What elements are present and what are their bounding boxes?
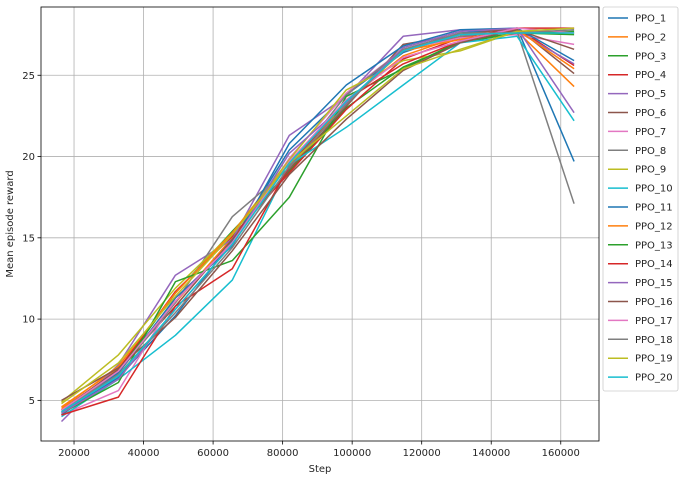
grid [41,7,599,441]
series-line-ppo-9 [61,30,575,403]
legend-label: PPO_10 [635,184,673,195]
x-axis-label: Step [309,464,332,475]
legend-label: PPO_6 [635,108,666,119]
legend-label: PPO_7 [635,127,666,138]
legend-label: PPO_5 [635,89,666,100]
x-tick-label: 140000 [472,448,510,459]
plot-frame [40,6,600,442]
legend: PPO_1 PPO_2 PPO_3 PPO_4 PPO_5 PPO_6 PPO_7 PPO_8… [602,6,679,392]
legend-label: PPO_15 [635,278,673,289]
legend-label: PPO_17 [635,316,673,327]
legend-label: PPO_14 [635,259,673,270]
legend-label: PPO_9 [635,165,666,176]
x-tick-label: 100000 [333,448,371,459]
legend-label: PPO_8 [635,146,666,157]
y-axis: 5 10 15 20 25 [22,71,41,407]
x-tick-label: 80000 [267,448,299,459]
legend-label: PPO_12 [635,221,673,232]
y-tick-label: 15 [22,233,35,244]
x-tick-label: 20000 [58,448,90,459]
y-tick-label: 5 [29,396,35,407]
x-tick-label: 40000 [128,448,160,459]
legend-label: PPO_16 [635,297,673,308]
legend-label: PPO_2 [635,32,666,43]
legend-label: PPO_3 [635,51,666,62]
x-tick-label: 120000 [403,448,441,459]
y-tick-label: 20 [22,152,35,163]
y-tick-label: 10 [22,315,35,326]
legend-label: PPO_1 [635,14,666,25]
legend-label: PPO_4 [635,70,666,81]
legend-label: PPO_13 [635,240,673,251]
x-tick-label: 160000 [542,448,580,459]
y-axis-label: Mean episode reward [5,170,16,277]
legend-label: PPO_11 [635,203,673,214]
legend-label: PPO_19 [635,354,673,365]
series-line-ppo-17 [61,27,575,411]
legend-label: PPO_20 [635,373,673,384]
series-line-ppo-20 [61,32,575,413]
series-line-ppo-19 [61,27,575,405]
x-tick-label: 60000 [197,448,229,459]
x-axis: 20000 40000 60000 80000 100000 120000 140000 16… [58,441,580,459]
legend-label: PPO_18 [635,335,673,346]
series-layer [60,27,575,423]
legend-box [602,6,679,392]
y-tick-label: 25 [22,71,35,82]
